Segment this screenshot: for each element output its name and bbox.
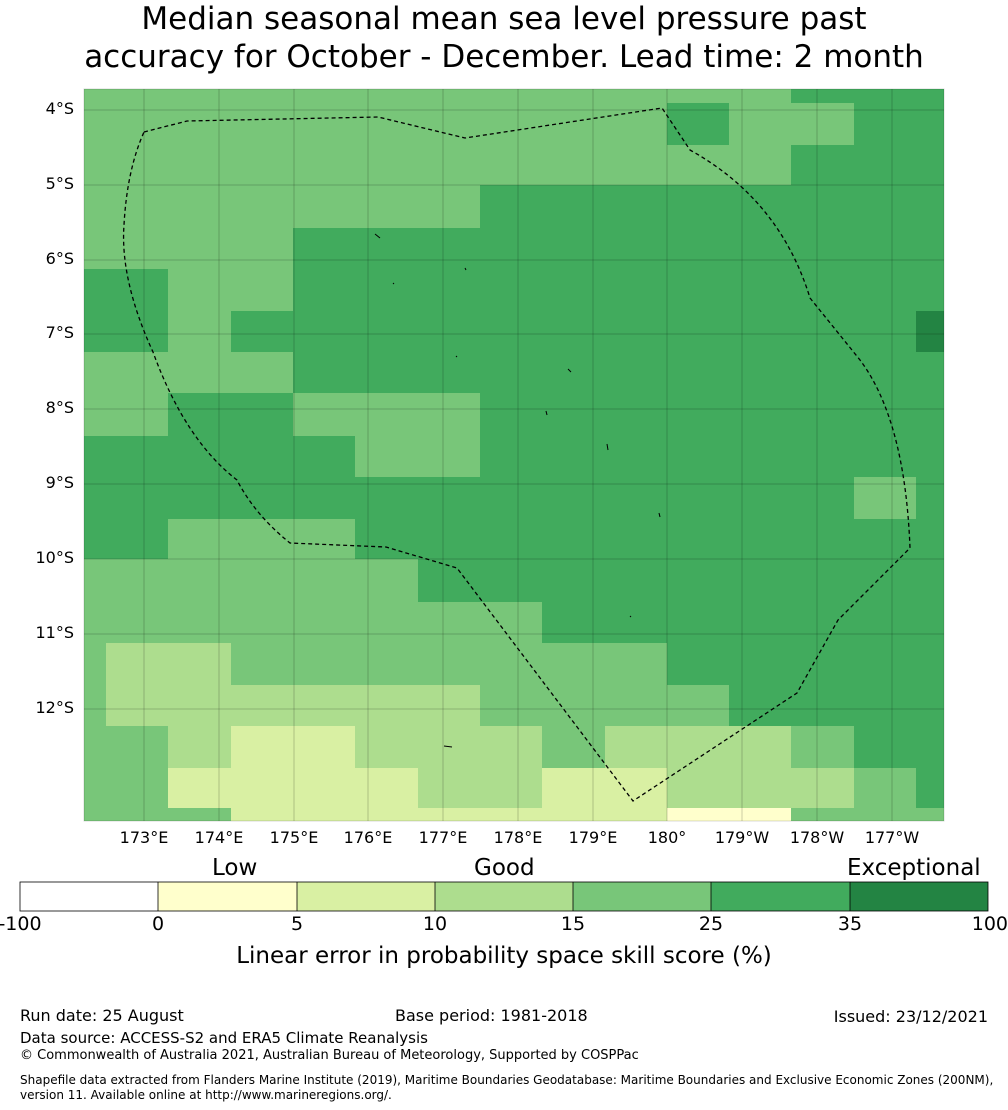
map-cell — [854, 726, 944, 768]
map-cell — [480, 393, 944, 436]
map-cell — [418, 768, 542, 808]
lat-label: 9°S — [45, 473, 74, 492]
colorbar-category-exceptional: Exceptional — [847, 855, 981, 881]
map-cell — [791, 145, 944, 185]
lon-label: 177°E — [418, 828, 468, 847]
lon-label: 179°W — [714, 828, 770, 847]
issued-date: Issued: 23/12/2021 — [833, 1007, 988, 1026]
island-outlines — [374, 233, 661, 748]
colorbar-segment — [435, 882, 573, 911]
lon-label: 178°E — [493, 828, 543, 847]
colorbar-frame — [19, 881, 989, 912]
run-date: Run date: 25 August — [20, 1006, 184, 1025]
map-cell — [667, 808, 791, 821]
colorbar-segment — [158, 882, 297, 911]
map-cell — [231, 311, 293, 352]
colorbar-label: Linear error in probability space skill … — [236, 943, 772, 969]
map-cell — [84, 269, 168, 352]
lat-label: 12°S — [35, 698, 74, 717]
colorbar-category-good: Good — [474, 855, 535, 881]
data-source: Data source: ACCESS-S2 and ERA5 Climate … — [20, 1029, 428, 1047]
lon-label: 173°E — [119, 828, 169, 847]
colorbar-segment — [850, 882, 988, 911]
colorbar-tick: 25 — [698, 913, 724, 935]
colorbar-tick: 35 — [837, 913, 863, 935]
shapefile-note-2: version 11. Available online at http://w… — [20, 1088, 392, 1102]
lat-label: 8°S — [45, 398, 74, 417]
lon-label: 179°E — [568, 828, 618, 847]
map-cell — [605, 726, 791, 768]
map-cell — [418, 808, 667, 821]
chart-title: Median seasonal mean sea level pressure … — [0, 0, 1008, 76]
colorbar-tick: 5 — [290, 913, 304, 935]
lon-label: 176°E — [343, 828, 393, 847]
map-cell — [418, 559, 944, 602]
map-cell — [106, 643, 231, 726]
colorbar — [19, 881, 989, 912]
lat-label: 11°S — [35, 623, 74, 642]
map-cell — [667, 643, 944, 685]
map-cell — [791, 89, 944, 103]
colorbar-tick: 100 — [971, 913, 1008, 935]
lat-label: 6°S — [45, 249, 74, 268]
copyright: © Commonwealth of Australia 2021, Austra… — [20, 1048, 639, 1063]
lon-label: 180° — [647, 828, 687, 847]
map-gridlines — [84, 89, 944, 821]
colorbar-category-low: Low — [212, 855, 258, 881]
lon-label: 175°E — [269, 828, 319, 847]
map-cell — [293, 228, 944, 393]
map-cell — [916, 768, 944, 808]
colorbar-segment — [20, 882, 158, 911]
map-cell — [168, 768, 418, 808]
map-cell — [729, 685, 944, 726]
eez-boundary — [122, 107, 911, 802]
map-cell — [231, 685, 480, 726]
lon-label: 178°W — [789, 828, 845, 847]
map-cell — [84, 519, 168, 559]
lat-label: 7°S — [45, 323, 74, 342]
map-cell — [84, 436, 355, 477]
colorbar-tick: 10 — [422, 913, 448, 935]
map-cell — [542, 768, 667, 808]
colorbar-segment — [711, 882, 850, 911]
map-cell — [667, 103, 729, 145]
title-line-2: accuracy for October - December. Lead ti… — [84, 39, 924, 75]
colorbar-tick: 15 — [560, 913, 586, 935]
map-cell — [480, 436, 944, 477]
map-cell — [916, 311, 944, 352]
lat-label: 5°S — [45, 174, 74, 193]
map-cell — [667, 768, 854, 808]
lon-label: 174°E — [194, 828, 244, 847]
colorbar-segment — [297, 882, 435, 911]
shapefile-note-1: Shapefile data extracted from Flanders M… — [20, 1073, 994, 1087]
colorbar-segment — [573, 882, 711, 911]
map-cell — [231, 808, 418, 821]
lon-label: 177°W — [864, 828, 920, 847]
map-cells — [84, 89, 944, 821]
lat-label: 4°S — [45, 99, 74, 118]
map-cell — [355, 519, 944, 559]
colorbar-tick: -100 — [0, 913, 42, 935]
map-cell — [854, 103, 944, 145]
lat-label: 10°S — [35, 548, 74, 567]
map-cell — [542, 602, 944, 643]
map-cell — [231, 726, 355, 768]
map-cell — [84, 477, 944, 519]
map-cell — [168, 393, 293, 436]
title-line-1: Median seasonal mean sea level pressure … — [141, 1, 867, 37]
base-period: Base period: 1981-2018 — [395, 1006, 588, 1025]
map-cell — [480, 185, 944, 228]
colorbar-tick: 0 — [151, 913, 165, 935]
map-frame — [83, 88, 945, 822]
